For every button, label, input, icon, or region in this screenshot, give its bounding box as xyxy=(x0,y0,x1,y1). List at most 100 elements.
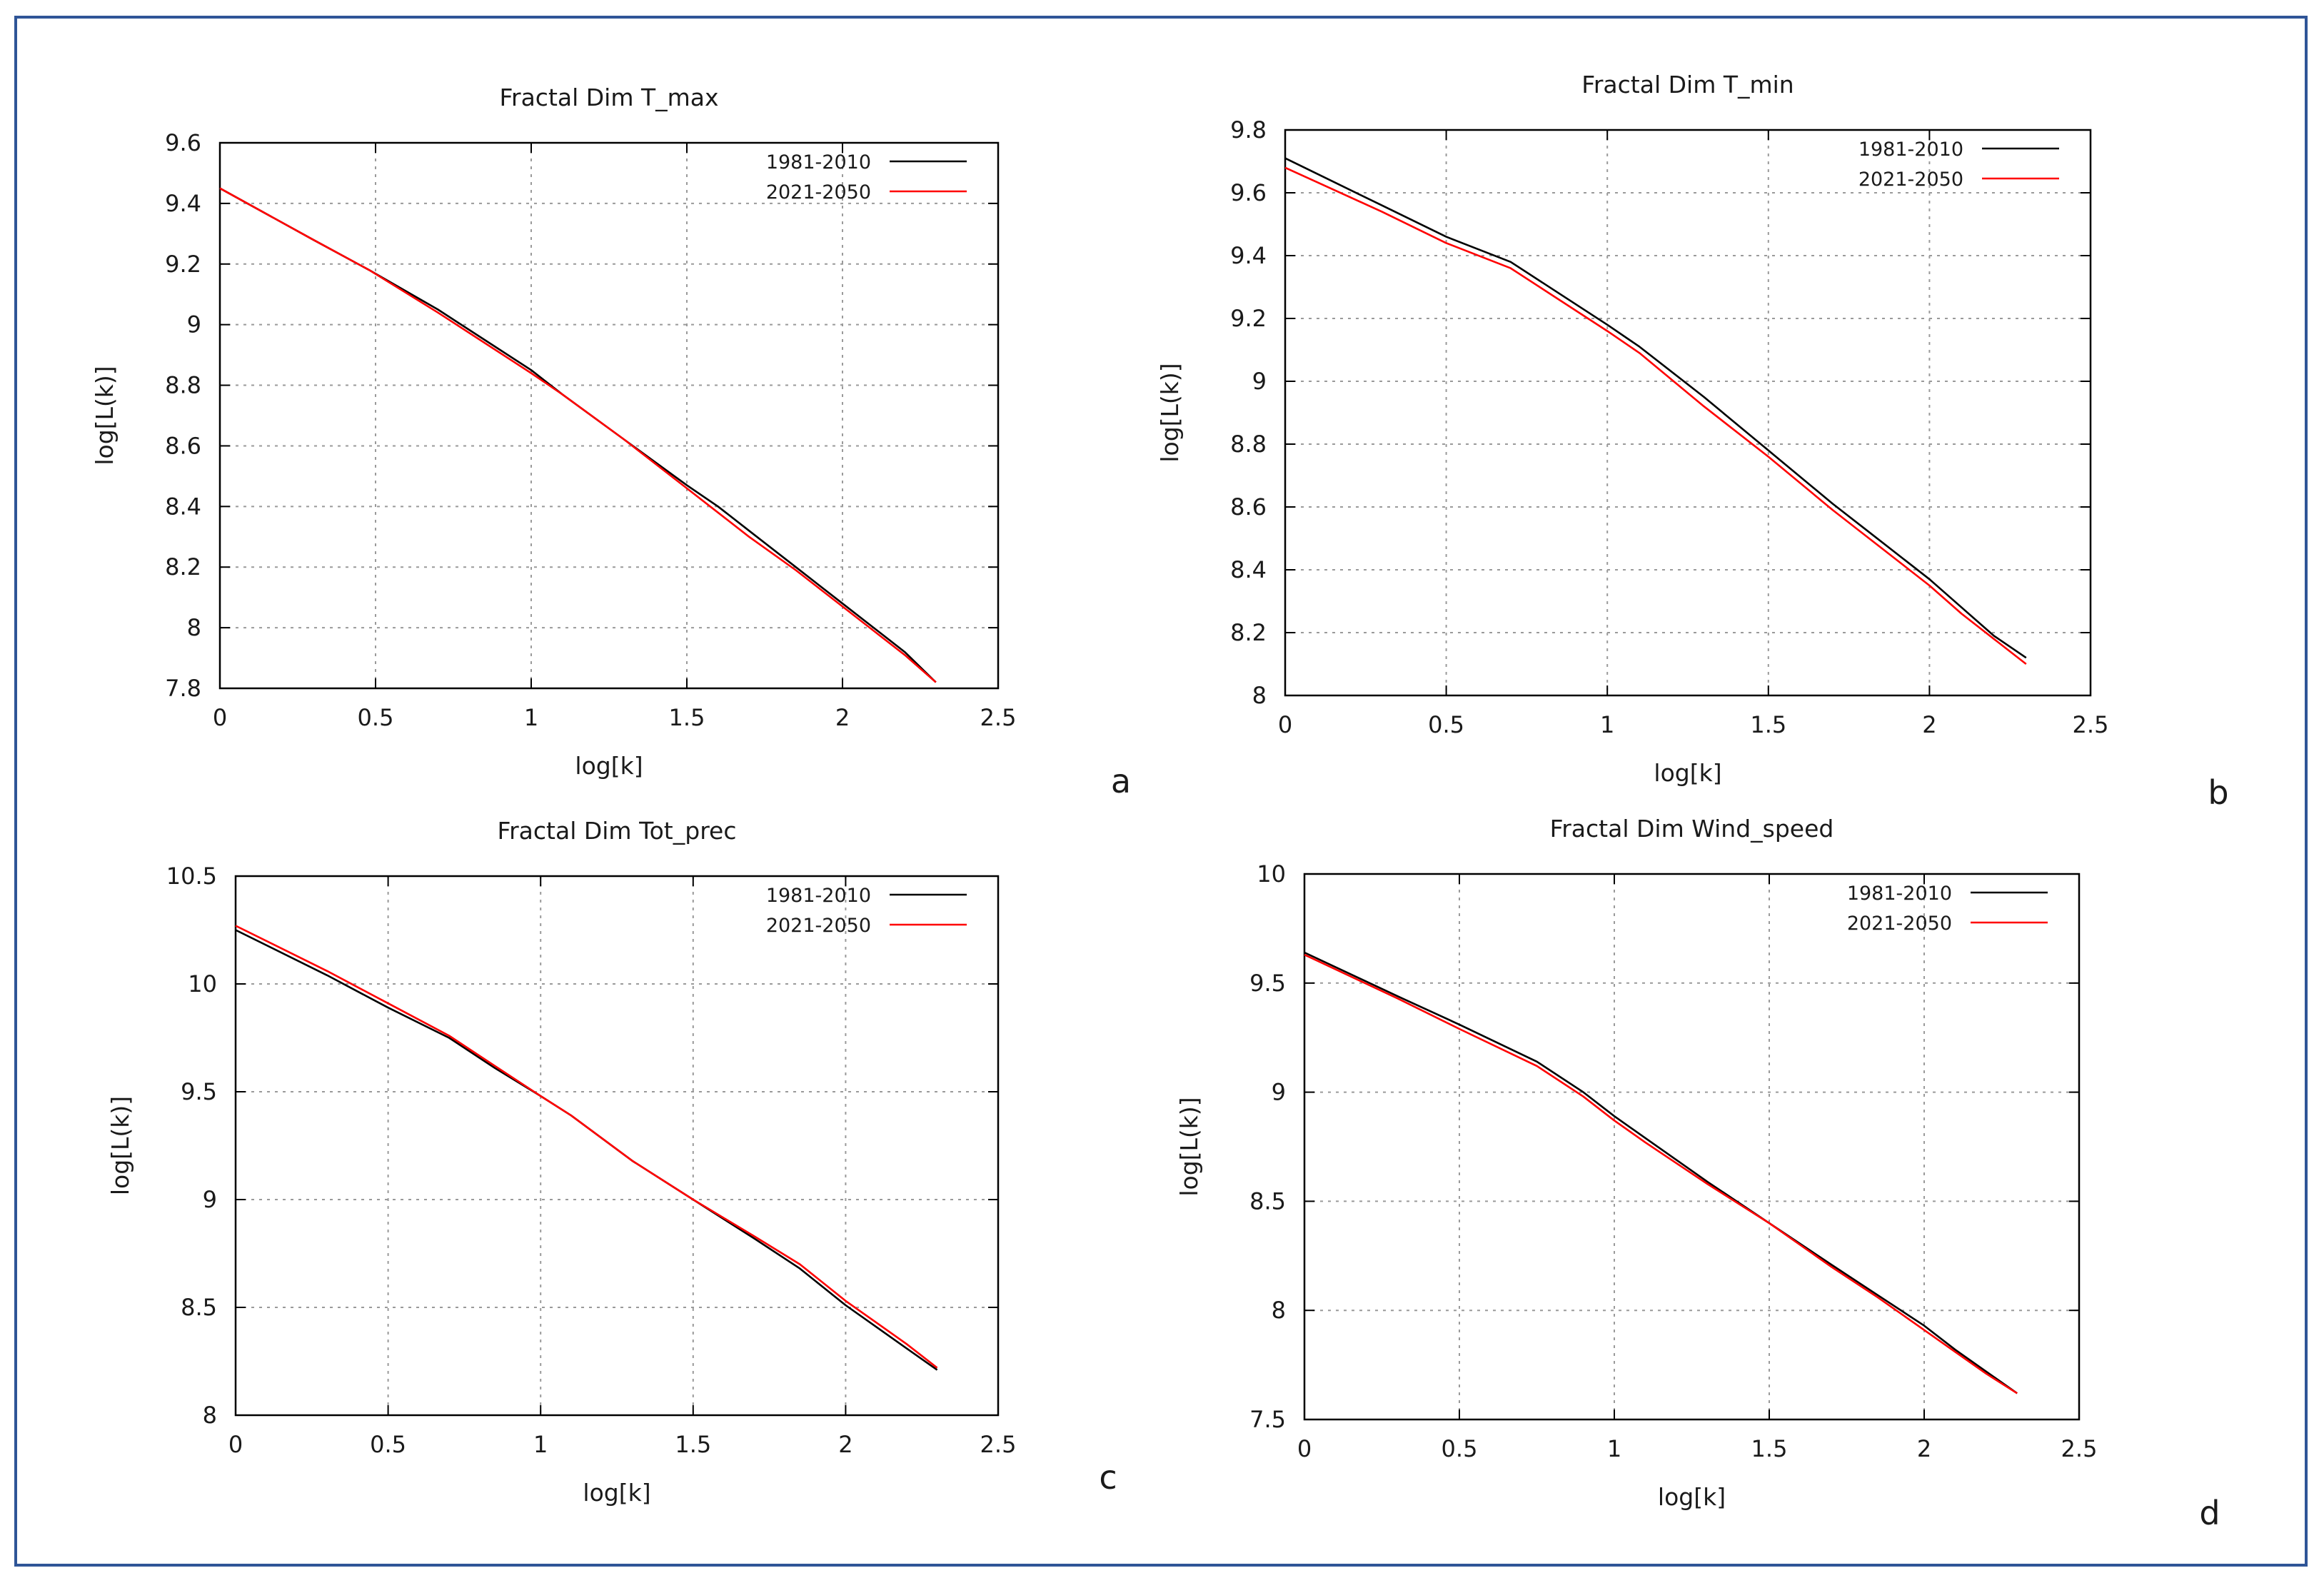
legend-label: 1981-2010 xyxy=(1847,883,1952,905)
series-line-1981-2010 xyxy=(1304,951,2018,1394)
x-tick-label: 1 xyxy=(533,1431,548,1458)
y-tick-label: 8.4 xyxy=(165,493,201,520)
panel-letter: d xyxy=(2199,1494,2220,1532)
y-tick-label: 9.2 xyxy=(1230,305,1267,332)
y-axis-label: log[L(k)] xyxy=(106,1096,134,1195)
panel-letter: c xyxy=(1099,1458,1117,1497)
plot-frame xyxy=(218,141,1000,690)
y-tick-label: 9 xyxy=(187,311,201,338)
y-tick-label: 8.6 xyxy=(1230,493,1267,521)
series-line-1981-2010 xyxy=(1284,157,2027,659)
y-tick-label: 8.8 xyxy=(1230,431,1267,458)
chart-panel-a: 0 0.5 1 1.5 2 2.5 7.8 8 8.2 8.4 8.6 8.8 9 9.2 9.4 9.6 19… xyxy=(91,84,1131,800)
y-axis-label: log[L(k)] xyxy=(1156,363,1184,462)
y-tick-label: 9.6 xyxy=(165,129,201,156)
panel-letter: b xyxy=(2208,773,2228,812)
y-tick-label: 8.2 xyxy=(165,553,201,581)
series-line-2021-2050 xyxy=(1304,953,2018,1394)
y-tick-label: 8 xyxy=(187,614,201,641)
x-tick-label: 0.5 xyxy=(1442,1435,1478,1462)
y-tick-label: 8.5 xyxy=(1249,1187,1286,1215)
series-line-2021-2050 xyxy=(219,187,937,683)
x-tick-label: 1 xyxy=(1607,1435,1621,1462)
x-tick-label: 0.5 xyxy=(358,704,394,731)
y-tick-label: 9.6 xyxy=(1230,179,1267,206)
legend-label: 2021-2050 xyxy=(1847,913,1952,935)
y-tick-label: 10 xyxy=(1257,860,1286,888)
y-tick-label: 8.8 xyxy=(165,372,201,399)
chart-title: Fractal Dim Tot_prec xyxy=(498,817,737,845)
y-tick-label: 9.4 xyxy=(165,190,201,217)
x-tick-label: 0.5 xyxy=(1428,711,1464,738)
series-line-1981-2010 xyxy=(219,187,937,683)
x-tick-label: 0 xyxy=(228,1431,243,1458)
plot-area xyxy=(220,143,998,688)
x-tick-label: 2.5 xyxy=(980,704,1017,731)
legend-label: 1981-2010 xyxy=(1858,139,1963,161)
y-tick-label: 8 xyxy=(203,1402,217,1429)
x-tick-label: 2 xyxy=(1922,711,1936,738)
y-tick-label: 9.5 xyxy=(181,1078,217,1105)
y-tick-label: 9.8 xyxy=(1230,116,1267,144)
x-tick-label: 0 xyxy=(1297,1435,1312,1462)
panel-letter: a xyxy=(1111,762,1131,800)
legend-label: 2021-2050 xyxy=(766,181,871,203)
y-tick-label: 9 xyxy=(203,1186,217,1213)
legend-label: 2021-2050 xyxy=(766,915,871,937)
chart-title: Fractal Dim T_min xyxy=(1581,71,1794,99)
y-tick-label: 8.5 xyxy=(181,1294,217,1321)
x-tick-label: 2.5 xyxy=(2073,711,2109,738)
y-tick-label: 8.6 xyxy=(165,432,201,459)
x-tick-label: 2 xyxy=(1917,1435,1931,1462)
x-tick-label: 0 xyxy=(213,704,227,731)
x-tick-label: 1 xyxy=(1600,711,1614,738)
x-tick-label: 2.5 xyxy=(980,1431,1017,1458)
legend-label: 2021-2050 xyxy=(1858,169,1963,191)
series-line-2021-2050 xyxy=(1284,166,2027,665)
plot-frame xyxy=(234,875,1000,1417)
plot-area xyxy=(1304,874,2079,1419)
chart-title: Fractal Dim T_max xyxy=(499,84,718,111)
chart-panel-d: 0 0.5 1 1.5 2 2.5 7.5 8 8.5 9 9.5 10 1981-2010 2021-2… xyxy=(1175,815,2220,1532)
x-tick-label: 1.5 xyxy=(1751,1435,1788,1462)
y-tick-label: 8.2 xyxy=(1230,619,1267,646)
x-tick-label: 2.5 xyxy=(2061,1435,2098,1462)
x-tick-label: 2 xyxy=(838,1431,852,1458)
y-tick-label: 8 xyxy=(1272,1297,1286,1324)
plot-frame xyxy=(1284,129,2092,697)
legend-label: 1981-2010 xyxy=(766,885,871,907)
y-tick-label: 9 xyxy=(1272,1079,1286,1106)
chart-panel-b: 0 0.5 1 1.5 2 2.5 8 8.2 8.4 8.6 8.8 9 9.2 9.4 9.6 9.8 19… xyxy=(1156,71,2229,812)
x-tick-label: 2 xyxy=(835,704,850,731)
x-axis-label: log[k] xyxy=(1654,759,1721,787)
plot-area xyxy=(236,876,998,1415)
x-tick-label: 0 xyxy=(1278,711,1292,738)
y-tick-label: 7.5 xyxy=(1249,1406,1286,1433)
y-tick-label: 9.2 xyxy=(165,251,201,278)
y-tick-label: 7.8 xyxy=(165,675,201,702)
x-tick-label: 1 xyxy=(524,704,538,731)
y-tick-label: 9 xyxy=(1252,368,1267,395)
x-tick-label: 0.5 xyxy=(370,1431,406,1458)
x-axis-label: log[k] xyxy=(583,1479,650,1507)
plot-frame xyxy=(1303,873,2081,1421)
y-axis-label: log[L(k)] xyxy=(91,366,119,465)
plot-area xyxy=(1285,130,2091,695)
series-line-2021-2050 xyxy=(235,925,938,1369)
y-tick-label: 10.5 xyxy=(166,863,217,890)
y-tick-label: 10 xyxy=(188,970,217,997)
x-tick-label: 1.5 xyxy=(669,704,705,731)
legend-label: 1981-2010 xyxy=(766,151,871,174)
x-tick-label: 1.5 xyxy=(675,1431,711,1458)
y-tick-label: 9.4 xyxy=(1230,242,1267,269)
x-axis-label: log[k] xyxy=(575,752,643,780)
x-axis-label: log[k] xyxy=(1658,1483,1726,1511)
chart-title: Fractal Dim Wind_speed xyxy=(1550,815,1834,843)
y-tick-label: 9.5 xyxy=(1249,970,1286,997)
chart-panel-c: 0 0.5 1 1.5 2 2.5 8 8.5 9 9.5 10 10.5 1981-2010 2021-… xyxy=(106,817,1117,1507)
y-tick-label: 8.4 xyxy=(1230,556,1267,583)
y-axis-label: log[L(k)] xyxy=(1175,1097,1203,1196)
y-tick-label: 8 xyxy=(1252,682,1267,709)
x-tick-label: 1.5 xyxy=(1750,711,1786,738)
